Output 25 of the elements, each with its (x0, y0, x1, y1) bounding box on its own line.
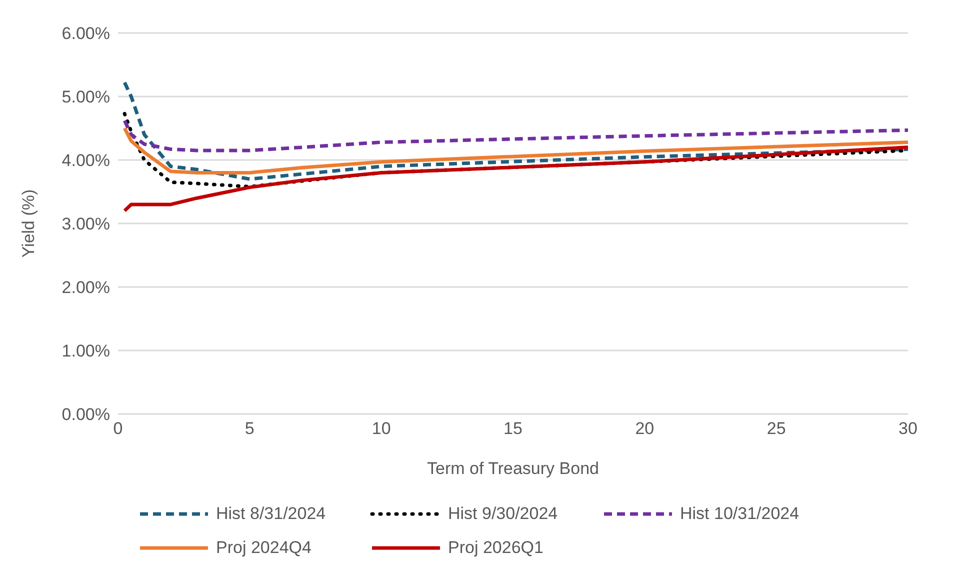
y-tick-label: 3.00% (62, 214, 110, 234)
x-tick-label: 10 (372, 419, 391, 438)
y-axis-title: Yield (%) (19, 189, 38, 258)
legend-label: Hist 8/31/2024 (216, 504, 326, 524)
y-tick-label: 5.00% (62, 88, 110, 107)
y-tick-label: 4.00% (62, 151, 110, 170)
x-tick-label: 0 (113, 419, 123, 438)
x-tick-label: 25 (766, 419, 786, 438)
y-tick-label: 1.00% (62, 342, 110, 361)
y-tick-label: 2.00% (62, 278, 110, 298)
y-tick-label: 0.00% (62, 405, 110, 424)
legend-label: Hist 9/30/2024 (448, 504, 558, 524)
line-series (122, 118, 908, 152)
legend-label: Proj 2026Q1 (448, 538, 544, 558)
line-series (122, 126, 908, 174)
x-tick-label: 15 (504, 419, 522, 438)
x-tick-label: 20 (635, 419, 654, 438)
line-series (122, 146, 908, 213)
x-tick-label: 30 (898, 419, 918, 438)
legend-label: Proj 2024Q4 (216, 538, 312, 558)
legend-label: Hist 10/31/2024 (680, 504, 800, 524)
line-series (122, 80, 908, 181)
y-tick-label: 6.00% (62, 24, 110, 44)
x-axis-title: Term of Treasury Bond (427, 459, 599, 478)
x-tick-label: 5 (244, 419, 254, 438)
